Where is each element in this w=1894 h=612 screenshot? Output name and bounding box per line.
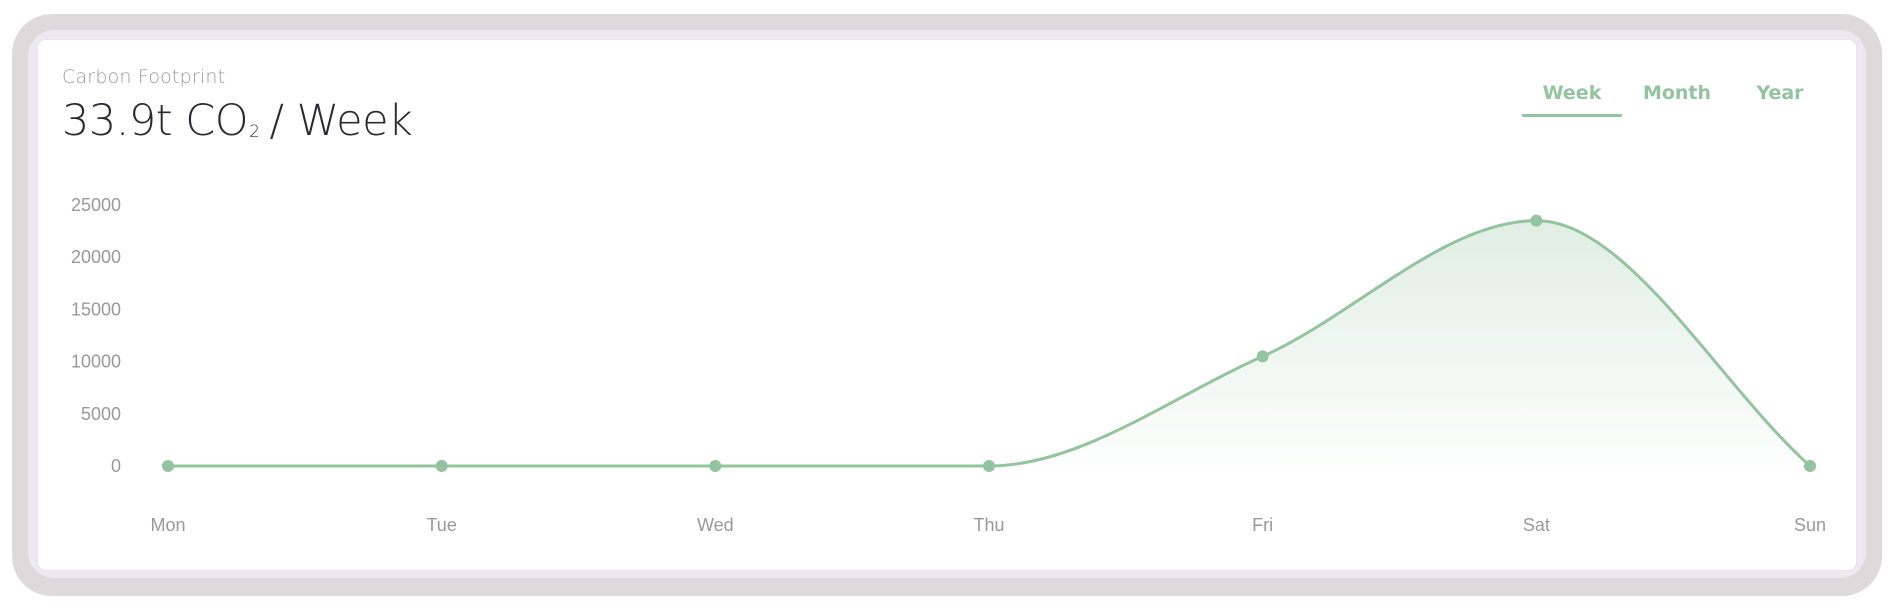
x-axis: Mon Tue Wed Thu Fri Sat Sun — [150, 515, 1826, 535]
y-tick-label: 25000 — [71, 195, 121, 215]
data-point-fri[interactable] — [1256, 350, 1269, 363]
y-tick-label: 10000 — [71, 352, 121, 372]
y-tick-label: 20000 — [71, 247, 121, 267]
card-value-main: 33.9t CO — [62, 96, 249, 146]
y-tick-label: 15000 — [71, 299, 121, 319]
data-point-thu[interactable] — [983, 460, 995, 472]
tab-month[interactable]: Month — [1642, 82, 1712, 104]
card-label: Carbon Footprint — [62, 66, 226, 88]
x-tick-label: Wed — [697, 515, 734, 535]
card-value-sub: 2 — [249, 122, 260, 142]
tab-year[interactable]: Year — [1756, 82, 1804, 104]
data-point-tue[interactable] — [435, 460, 448, 472]
x-tick-label: Sat — [1523, 515, 1550, 535]
card-value: 33.9t CO2 / Week — [62, 96, 413, 146]
y-tick-label: 0 — [111, 456, 121, 476]
card-value-suffix: / Week — [269, 96, 413, 146]
x-tick-label: Mon — [150, 515, 185, 535]
data-point-mon[interactable] — [162, 460, 174, 472]
card-header: Carbon Footprint 33.9t CO2 / Week — [62, 66, 413, 146]
series-area — [168, 220, 1810, 466]
period-tabs: Week Month Year — [1522, 80, 1828, 117]
x-tick-label: Tue — [426, 515, 456, 535]
tab-week[interactable]: Week — [1522, 80, 1622, 117]
y-axis: 0 5000 10000 15000 20000 25000 — [71, 195, 121, 476]
x-tick-label: Thu — [973, 515, 1004, 535]
series-points — [162, 214, 1816, 472]
data-point-sun[interactable] — [1804, 460, 1816, 472]
x-tick-label: Fri — [1252, 515, 1273, 535]
data-point-sat[interactable] — [1530, 214, 1543, 227]
x-tick-label: Sun — [1794, 515, 1826, 535]
data-point-wed[interactable] — [709, 460, 722, 472]
y-tick-label: 5000 — [81, 404, 121, 424]
